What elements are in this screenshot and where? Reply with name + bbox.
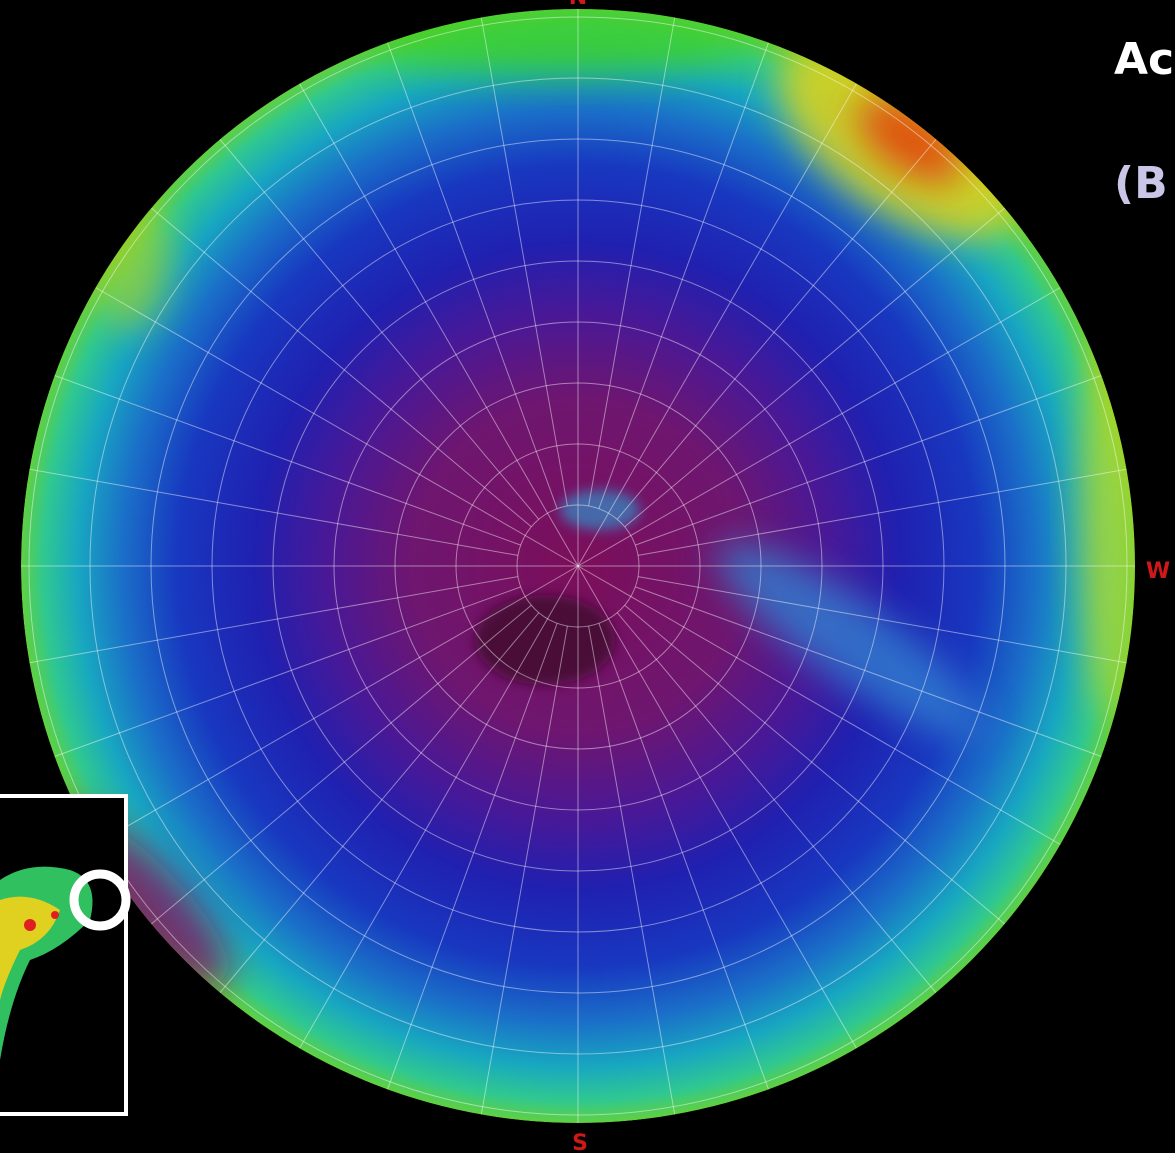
subtitle: (B bbox=[1114, 158, 1168, 209]
page: N W S Ac (B (() => { const data = JSON.p… bbox=[0, 0, 1175, 1153]
sky-disc bbox=[21, 2, 1140, 1123]
sky-map-view: N W S Ac (B bbox=[0, 0, 1175, 1153]
compass-north: N bbox=[569, 0, 587, 10]
title: Ac bbox=[1114, 34, 1174, 85]
compass-west: W bbox=[1146, 559, 1170, 584]
compass-south: S bbox=[572, 1131, 588, 1153]
inset bbox=[0, 796, 126, 1114]
